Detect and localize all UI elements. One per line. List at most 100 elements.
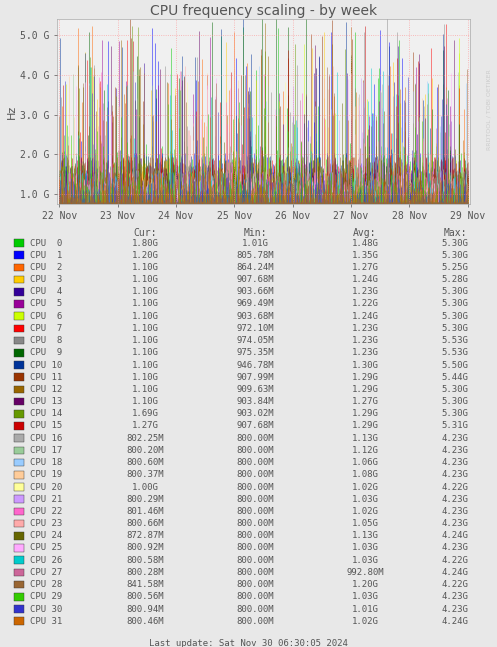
Text: Max:: Max: bbox=[443, 228, 467, 238]
Text: 907.68M: 907.68M bbox=[236, 421, 274, 430]
Text: 1.03G: 1.03G bbox=[351, 556, 378, 565]
Text: 800.00M: 800.00M bbox=[236, 433, 274, 443]
Text: 1.10G: 1.10G bbox=[132, 300, 159, 309]
Text: 974.05M: 974.05M bbox=[236, 336, 274, 345]
Text: 4.23G: 4.23G bbox=[441, 507, 469, 516]
Text: CPU 18: CPU 18 bbox=[30, 458, 62, 467]
Text: CPU 19: CPU 19 bbox=[30, 470, 62, 479]
Text: 800.00M: 800.00M bbox=[236, 507, 274, 516]
Text: 5.30G: 5.30G bbox=[441, 250, 469, 259]
Text: 4.23G: 4.23G bbox=[441, 592, 469, 601]
Text: 1.29G: 1.29G bbox=[351, 421, 378, 430]
Text: CPU  5: CPU 5 bbox=[30, 300, 62, 309]
Text: CPU 12: CPU 12 bbox=[30, 385, 62, 394]
Text: Last update: Sat Nov 30 06:30:05 2024: Last update: Sat Nov 30 06:30:05 2024 bbox=[149, 639, 348, 647]
Text: 800.00M: 800.00M bbox=[236, 568, 274, 577]
Text: 800.29M: 800.29M bbox=[126, 495, 164, 504]
Text: CPU  8: CPU 8 bbox=[30, 336, 62, 345]
Text: 800.00M: 800.00M bbox=[236, 495, 274, 504]
Text: CPU 23: CPU 23 bbox=[30, 519, 62, 528]
Text: 800.00M: 800.00M bbox=[236, 580, 274, 589]
Text: 800.94M: 800.94M bbox=[126, 604, 164, 613]
Text: 909.63M: 909.63M bbox=[236, 385, 274, 394]
Text: CPU 22: CPU 22 bbox=[30, 507, 62, 516]
Text: 5.30G: 5.30G bbox=[441, 312, 469, 321]
Text: 1.29G: 1.29G bbox=[351, 385, 378, 394]
Text: 1.02G: 1.02G bbox=[351, 507, 378, 516]
Text: 1.10G: 1.10G bbox=[132, 360, 159, 369]
Text: 5.53G: 5.53G bbox=[441, 336, 469, 345]
Text: 5.53G: 5.53G bbox=[441, 348, 469, 357]
Text: 4.23G: 4.23G bbox=[441, 446, 469, 455]
Text: CPU 29: CPU 29 bbox=[30, 592, 62, 601]
Text: 969.49M: 969.49M bbox=[236, 300, 274, 309]
Text: 5.30G: 5.30G bbox=[441, 324, 469, 333]
Text: 1.06G: 1.06G bbox=[351, 458, 378, 467]
Text: 801.46M: 801.46M bbox=[126, 507, 164, 516]
Text: CPU 20: CPU 20 bbox=[30, 483, 62, 492]
Text: 1.23G: 1.23G bbox=[351, 348, 378, 357]
Text: CPU 24: CPU 24 bbox=[30, 531, 62, 540]
Text: 1.10G: 1.10G bbox=[132, 373, 159, 382]
Text: 800.00M: 800.00M bbox=[236, 604, 274, 613]
Text: 1.20G: 1.20G bbox=[351, 580, 378, 589]
Text: 4.22G: 4.22G bbox=[441, 483, 469, 492]
Text: 992.80M: 992.80M bbox=[346, 568, 384, 577]
Text: 907.68M: 907.68M bbox=[236, 275, 274, 284]
Text: CPU 17: CPU 17 bbox=[30, 446, 62, 455]
Text: 1.80G: 1.80G bbox=[132, 239, 159, 248]
Text: 5.30G: 5.30G bbox=[441, 410, 469, 419]
Text: 800.28M: 800.28M bbox=[126, 568, 164, 577]
Text: 903.02M: 903.02M bbox=[236, 410, 274, 419]
Text: CPU 13: CPU 13 bbox=[30, 397, 62, 406]
Text: CPU 28: CPU 28 bbox=[30, 580, 62, 589]
Text: CPU  3: CPU 3 bbox=[30, 275, 62, 284]
Text: CPU 30: CPU 30 bbox=[30, 604, 62, 613]
Text: 1.10G: 1.10G bbox=[132, 348, 159, 357]
Text: 841.58M: 841.58M bbox=[126, 580, 164, 589]
Text: CPU 21: CPU 21 bbox=[30, 495, 62, 504]
Text: 1.12G: 1.12G bbox=[351, 446, 378, 455]
Text: 1.02G: 1.02G bbox=[351, 617, 378, 626]
Text: 864.24M: 864.24M bbox=[236, 263, 274, 272]
Text: 1.03G: 1.03G bbox=[351, 543, 378, 553]
Text: 1.27G: 1.27G bbox=[132, 421, 159, 430]
Text: 1.10G: 1.10G bbox=[132, 397, 159, 406]
Text: Avg:: Avg: bbox=[353, 228, 377, 238]
Text: 1.69G: 1.69G bbox=[132, 410, 159, 419]
Text: 1.01G: 1.01G bbox=[351, 604, 378, 613]
Text: 4.22G: 4.22G bbox=[441, 556, 469, 565]
Text: CPU 11: CPU 11 bbox=[30, 373, 62, 382]
Text: CPU 31: CPU 31 bbox=[30, 617, 62, 626]
Text: 1.24G: 1.24G bbox=[351, 275, 378, 284]
Title: CPU frequency scaling - by week: CPU frequency scaling - by week bbox=[150, 5, 377, 18]
Text: 4.24G: 4.24G bbox=[441, 531, 469, 540]
Text: CPU 15: CPU 15 bbox=[30, 421, 62, 430]
Text: 1.10G: 1.10G bbox=[132, 385, 159, 394]
Text: 1.35G: 1.35G bbox=[351, 250, 378, 259]
Text: 1.10G: 1.10G bbox=[132, 263, 159, 272]
Text: CPU 16: CPU 16 bbox=[30, 433, 62, 443]
Text: 5.31G: 5.31G bbox=[441, 421, 469, 430]
Text: 1.23G: 1.23G bbox=[351, 287, 378, 296]
Text: 4.24G: 4.24G bbox=[441, 568, 469, 577]
Text: Min:: Min: bbox=[243, 228, 267, 238]
Text: 1.27G: 1.27G bbox=[351, 263, 378, 272]
Text: 800.66M: 800.66M bbox=[126, 519, 164, 528]
Text: CPU  0: CPU 0 bbox=[30, 239, 62, 248]
Text: 1.03G: 1.03G bbox=[351, 495, 378, 504]
Text: 5.25G: 5.25G bbox=[441, 263, 469, 272]
Text: 1.13G: 1.13G bbox=[351, 433, 378, 443]
Text: 872.87M: 872.87M bbox=[126, 531, 164, 540]
Text: 800.00M: 800.00M bbox=[236, 617, 274, 626]
Text: Cur:: Cur: bbox=[133, 228, 157, 238]
Text: CPU  9: CPU 9 bbox=[30, 348, 62, 357]
Text: 800.00M: 800.00M bbox=[236, 543, 274, 553]
Text: 800.37M: 800.37M bbox=[126, 470, 164, 479]
Text: 800.00M: 800.00M bbox=[236, 519, 274, 528]
Text: 1.05G: 1.05G bbox=[351, 519, 378, 528]
Text: 5.44G: 5.44G bbox=[441, 373, 469, 382]
Text: CPU  1: CPU 1 bbox=[30, 250, 62, 259]
Text: CPU 10: CPU 10 bbox=[30, 360, 62, 369]
Text: 805.78M: 805.78M bbox=[236, 250, 274, 259]
